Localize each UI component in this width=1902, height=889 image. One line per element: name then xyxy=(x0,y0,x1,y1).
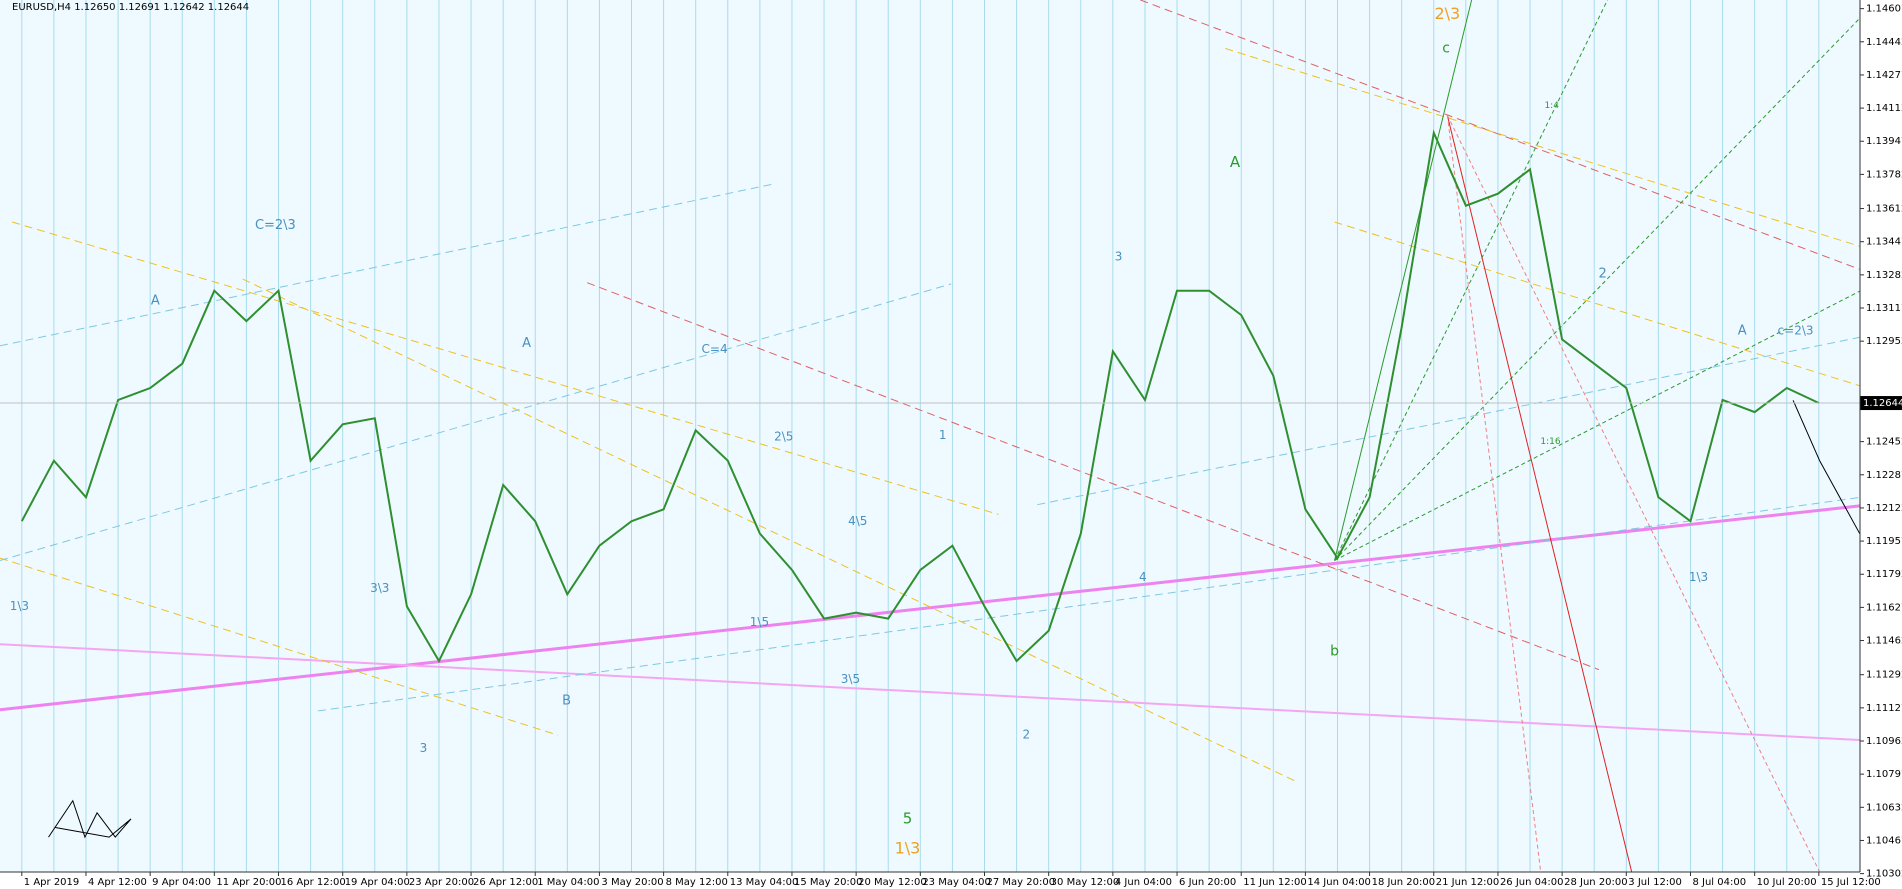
wave-label: b xyxy=(1330,643,1339,659)
y-tick-label: 1.13612 xyxy=(1866,204,1902,215)
annotations: C=2\3 A 1\3 3\3 3 B A C=4 2\5 4\5 1\5 3\5 1 2 5 1\3 3 A 4 b… xyxy=(10,4,1814,858)
wave-label: B xyxy=(562,694,571,709)
x-tick-label: 4 Jun 04:00 xyxy=(1115,877,1172,888)
wave-label: A xyxy=(522,336,531,351)
wave-label: 3\5 xyxy=(841,672,860,686)
y-tick-label: 1.11292 xyxy=(1866,670,1902,681)
wave-label: 5 xyxy=(903,809,913,827)
wave-label: 1\3 xyxy=(10,599,29,613)
x-tick-label: 10 Jul 20:00 xyxy=(1757,877,1817,888)
y-tick-label: 1.11127 xyxy=(1866,703,1902,714)
x-tick-label: 21 Jun 12:00 xyxy=(1436,877,1500,888)
y-tick-label: 1.10962 xyxy=(1866,736,1902,747)
wave-label: 2\5 xyxy=(774,429,793,443)
x-tick-label: 6 Jun 20:00 xyxy=(1179,877,1236,888)
x-tick-label: 20 May 12:00 xyxy=(858,877,927,888)
x-tick-label: 4 Apr 12:00 xyxy=(88,877,147,888)
wave-label: 3 xyxy=(1115,250,1123,264)
wave-label: C=4 xyxy=(702,342,728,356)
x-tick-label: 16 Apr 12:00 xyxy=(281,877,346,888)
price-line xyxy=(20,129,1820,664)
y-tick-label: 1.13782 xyxy=(1866,169,1902,180)
x-tick-label: 3 Jul 12:00 xyxy=(1628,877,1682,888)
x-tick-label: 3 May 20:00 xyxy=(601,877,663,888)
wave-label: c xyxy=(1442,41,1450,57)
y-tick-label: 1.12452 xyxy=(1866,437,1902,448)
y-tick-label: 1.10467 xyxy=(1866,835,1902,846)
wave-label: 3 xyxy=(420,741,428,755)
y-tick-label: 1.11792 xyxy=(1866,569,1902,580)
wave-label: 4 xyxy=(1139,570,1147,584)
y-tick-label: 1.11462 xyxy=(1866,636,1902,647)
x-tick-label: 1 Apr 2019 xyxy=(24,877,79,888)
y-tick-label: 1.11627 xyxy=(1866,602,1902,613)
wave-label: A xyxy=(1738,324,1747,339)
x-tick-label: 30 May 12:00 xyxy=(1051,877,1120,888)
trend-lines xyxy=(0,0,1860,872)
x-tick-label: 13 May 04:00 xyxy=(730,877,799,888)
x-tick-label: 23 Apr 20:00 xyxy=(409,877,474,888)
wave-label: 1\5 xyxy=(750,615,769,629)
x-tick-label: 9 Apr 04:00 xyxy=(152,877,211,888)
wave-label: 1:16 xyxy=(1540,437,1560,447)
y-tick-label: 1.13282 xyxy=(1866,270,1902,281)
chart-title: EURUSD,H4 1.12650 1.12691 1.12642 1.1264… xyxy=(12,2,249,13)
x-tick-label: 19 Apr 04:00 xyxy=(345,877,410,888)
y-tick-label: 1.13447 xyxy=(1866,237,1902,248)
x-tick-label: 15 Jul 12:00 xyxy=(1821,877,1881,888)
y-tick-label: 1.14277 xyxy=(1866,70,1902,81)
y-tick-label: 1.10797 xyxy=(1866,769,1902,780)
y-tick-label: 1.12122 xyxy=(1866,503,1902,514)
x-tick-label: 23 May 04:00 xyxy=(922,877,991,888)
y-tick-label: 1.11957 xyxy=(1866,536,1902,547)
x-tick-label: 8 Jul 04:00 xyxy=(1692,877,1746,888)
y-tick-label: 1.13117 xyxy=(1866,303,1902,314)
x-tick-label: 8 May 12:00 xyxy=(666,877,728,888)
wave-label: A xyxy=(151,293,160,308)
x-tick-label: 26 Apr 12:00 xyxy=(473,877,538,888)
y-tick-label: 1.12287 xyxy=(1866,470,1902,481)
wave-label: 1\3 xyxy=(895,839,921,858)
wave-label: 1\3 xyxy=(1689,570,1708,584)
wave-label: 2 xyxy=(1598,267,1606,282)
x-tick-label: 1 May 04:00 xyxy=(537,877,599,888)
y-tick-label: 1.14112 xyxy=(1866,103,1902,114)
y-tick-label: 1.10302 xyxy=(1866,869,1902,880)
wave-label: A xyxy=(1230,153,1241,171)
last-price-box xyxy=(1860,396,1902,411)
wave-label: 1:4 xyxy=(1544,101,1559,111)
x-tick-label: 26 Jun 04:00 xyxy=(1500,877,1564,888)
wave-label: 3\3 xyxy=(370,581,389,595)
price-series: 1.12644 xyxy=(0,129,1902,664)
x-tick-label: 11 Jun 12:00 xyxy=(1243,877,1307,888)
x-tick-label: 18 Jun 20:00 xyxy=(1372,877,1436,888)
x-tick-label: 15 May 20:00 xyxy=(794,877,863,888)
plot-background xyxy=(0,0,1860,872)
grid xyxy=(21,0,1820,872)
y-tick-label: 1.13947 xyxy=(1866,136,1902,147)
x-tick-label: 28 Jun 20:00 xyxy=(1564,877,1628,888)
wave-label: 2\3 xyxy=(1434,4,1460,23)
y-tick-label: 1.14442 xyxy=(1866,37,1902,48)
x-tick-label: 27 May 20:00 xyxy=(987,877,1056,888)
wave-label: c=2\3 xyxy=(1778,324,1814,338)
x-tick-label: 11 Apr 20:00 xyxy=(216,877,281,888)
wave-label: 4\5 xyxy=(848,514,867,528)
y-tick-label: 1.10632 xyxy=(1866,802,1902,813)
wave-label: 2 xyxy=(1023,728,1031,742)
y-tick-label: 1.12952 xyxy=(1866,336,1902,347)
x-tick-label: 14 Jun 04:00 xyxy=(1307,877,1371,888)
wave-label: 1 xyxy=(939,428,947,442)
y-tick-label: 1.14607 xyxy=(1866,4,1902,15)
wave-label: C=2\3 xyxy=(255,218,296,233)
last-price-label: 1.12644 xyxy=(1863,398,1902,409)
